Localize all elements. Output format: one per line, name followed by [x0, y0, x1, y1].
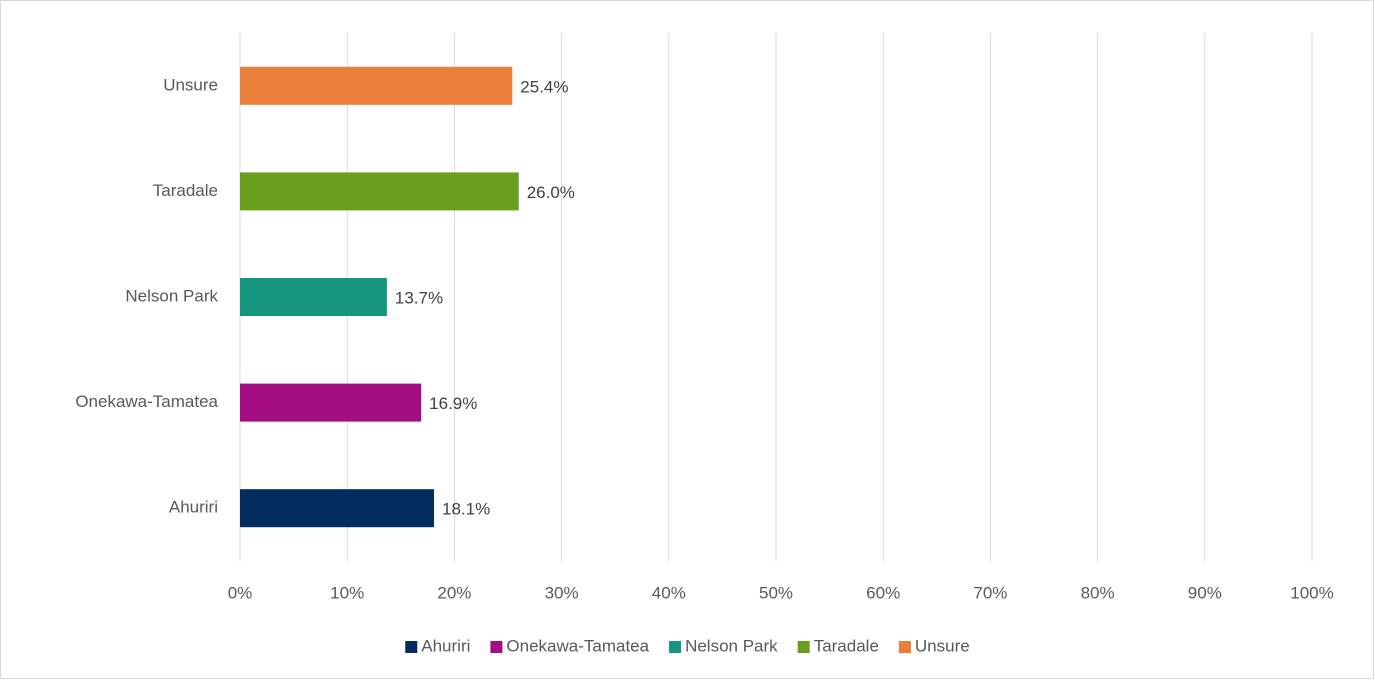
- x-tick-label: 40%: [652, 583, 686, 602]
- legend-label: Ahuriri: [421, 636, 470, 655]
- y-tick-label: Nelson Park: [125, 286, 218, 305]
- legend-swatch: [669, 641, 682, 653]
- data-label: 26.0%: [527, 183, 575, 202]
- y-tick-label: Unsure: [163, 75, 218, 94]
- x-tick-label: 0%: [228, 583, 253, 602]
- legend-swatch: [898, 641, 911, 653]
- bar: [240, 383, 422, 422]
- y-tick-label: Taradale: [153, 181, 218, 200]
- bar: [240, 172, 519, 211]
- x-tick-label: 100%: [1290, 583, 1333, 602]
- bar: [240, 489, 435, 528]
- legend-label: Nelson Park: [685, 636, 778, 655]
- x-tick-label: 20%: [437, 583, 471, 602]
- data-label: 16.9%: [429, 394, 477, 413]
- data-label: 18.1%: [442, 500, 490, 519]
- legend-swatch: [797, 641, 810, 653]
- legend-label: Onekawa-Tamatea: [506, 636, 649, 655]
- x-tick-label: 80%: [1081, 583, 1115, 602]
- bar: [240, 66, 513, 105]
- x-tick-label: 60%: [866, 583, 900, 602]
- legend-label: Unsure: [915, 636, 970, 655]
- legend-label: Taradale: [814, 636, 879, 655]
- x-tick-label: 30%: [545, 583, 579, 602]
- bar: [240, 278, 387, 316]
- x-tick-label: 70%: [973, 583, 1007, 602]
- data-label: 25.4%: [520, 77, 568, 96]
- legend-swatch: [490, 641, 503, 653]
- x-tick-label: 90%: [1188, 583, 1222, 602]
- y-tick-label: Onekawa-Tamatea: [75, 392, 218, 411]
- legend-swatch: [405, 641, 418, 653]
- data-label: 13.7%: [395, 288, 443, 307]
- x-tick-label: 50%: [759, 583, 793, 602]
- y-tick-label: Ahuriri: [169, 498, 218, 517]
- x-tick-label: 10%: [330, 583, 364, 602]
